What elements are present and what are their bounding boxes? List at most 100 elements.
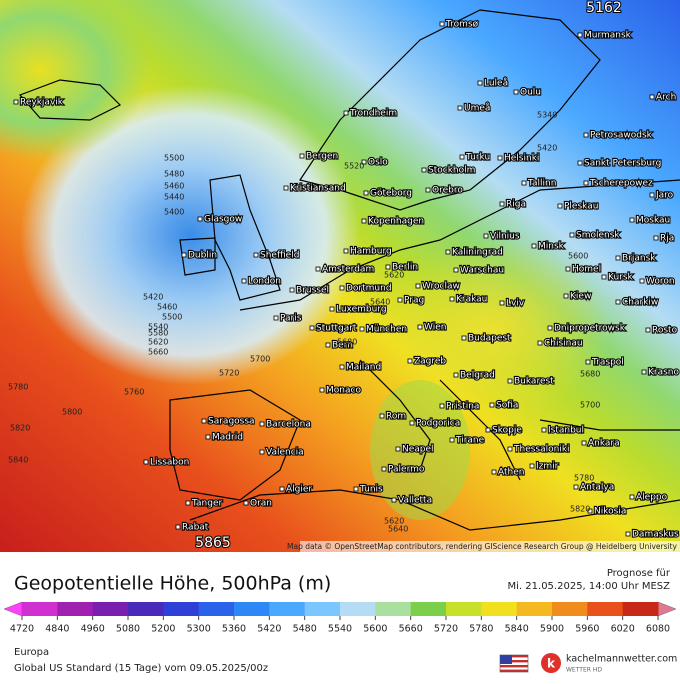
city-label: Nikosia bbox=[594, 507, 626, 517]
contour-label: 5600 bbox=[568, 252, 588, 261]
city-marker bbox=[259, 449, 265, 455]
city-marker bbox=[175, 524, 181, 530]
city-label: Dortmund bbox=[346, 284, 392, 294]
city-label: Rabat bbox=[182, 523, 209, 533]
city-label: Murmansk bbox=[584, 31, 632, 41]
city-marker bbox=[449, 296, 455, 302]
city-marker bbox=[499, 201, 505, 207]
city-label: Göteborg bbox=[370, 189, 412, 199]
city-marker bbox=[363, 190, 369, 196]
city-marker bbox=[289, 287, 295, 293]
city-marker bbox=[353, 486, 359, 492]
city-marker bbox=[569, 232, 575, 238]
city-label: Tallinn bbox=[527, 179, 556, 189]
city-marker bbox=[581, 440, 587, 446]
city-marker bbox=[507, 378, 513, 384]
city-marker bbox=[143, 459, 149, 465]
logo bbox=[541, 653, 561, 673]
city-label: Homel bbox=[572, 265, 601, 275]
contour-label: 5420 bbox=[143, 293, 163, 302]
city-marker bbox=[449, 437, 455, 443]
colorbar-tick-label: 6020 bbox=[611, 624, 635, 635]
brand-sub: WETTER HD bbox=[566, 667, 602, 674]
city-marker bbox=[453, 267, 459, 273]
city-label: Ankara bbox=[588, 439, 620, 449]
colorbar-tick-label: 5900 bbox=[540, 624, 564, 635]
city-label: Tunis bbox=[359, 485, 383, 495]
contour-label: 5460 bbox=[164, 182, 184, 191]
city-label: Podgorica bbox=[416, 419, 460, 429]
colorbar-segment bbox=[198, 602, 235, 616]
city-label: Helsinki bbox=[504, 154, 539, 164]
city-marker bbox=[339, 364, 345, 370]
city-marker bbox=[537, 340, 543, 346]
city-marker bbox=[573, 484, 579, 490]
city-label: Berlin bbox=[392, 263, 418, 273]
colorbar: 4720 4840 4960 5080 5200 5300 5360 5420 5480 5540… bbox=[3, 601, 677, 635]
colorbar-segment bbox=[304, 602, 341, 616]
city-label: Woron bbox=[646, 277, 675, 287]
city-marker bbox=[241, 278, 247, 284]
colorbar-segment bbox=[22, 602, 58, 616]
city-label: Riga bbox=[506, 200, 526, 210]
colorbar-arrow-right bbox=[657, 601, 677, 617]
contour-label: 5700 bbox=[250, 355, 270, 364]
city-marker bbox=[319, 387, 325, 393]
colorbar-segment bbox=[446, 602, 482, 616]
city-marker bbox=[645, 327, 651, 333]
city-marker bbox=[445, 249, 451, 255]
city-label: Orebro bbox=[432, 186, 463, 196]
city-marker bbox=[379, 413, 385, 419]
city-label: Pristina bbox=[446, 402, 479, 412]
city-marker bbox=[243, 500, 249, 506]
city-marker bbox=[409, 420, 415, 426]
city-label: Istanbul bbox=[548, 426, 584, 436]
city-label: Oslo bbox=[368, 158, 388, 168]
city-label: Smolensk bbox=[576, 231, 620, 241]
city-marker bbox=[273, 315, 279, 321]
city-label: Stockholm bbox=[428, 166, 475, 176]
city-label: Dnipropetrowsk bbox=[554, 324, 626, 334]
colorbar-tick-label: 4960 bbox=[81, 624, 105, 635]
contour-label: 5640 bbox=[370, 298, 390, 307]
city-label: Charkiw bbox=[622, 298, 658, 308]
contour-label: 5540 bbox=[148, 323, 168, 332]
city-marker bbox=[439, 403, 445, 409]
city-marker bbox=[201, 418, 207, 424]
city-marker bbox=[181, 252, 187, 258]
colorbar-tick-label: 4720 bbox=[10, 624, 34, 635]
city-marker bbox=[415, 283, 421, 289]
colorbar-segment bbox=[128, 602, 164, 616]
contour-label: 5760 bbox=[124, 388, 144, 397]
city-marker bbox=[13, 99, 19, 105]
city-marker bbox=[615, 299, 621, 305]
city-marker bbox=[483, 233, 489, 239]
city-marker bbox=[329, 306, 335, 312]
city-label: Trondheim bbox=[349, 109, 397, 119]
city-label: Neapel bbox=[402, 445, 434, 455]
city-marker bbox=[641, 369, 647, 375]
city-label: Wroclaw bbox=[422, 282, 460, 292]
coastlines bbox=[18, 9, 680, 531]
city-label: Lviv bbox=[506, 299, 525, 309]
city-marker bbox=[529, 463, 535, 469]
city-label: Wien bbox=[424, 323, 446, 333]
city-label: Kursk bbox=[608, 273, 634, 283]
colorbar-tick-label: 5780 bbox=[469, 624, 493, 635]
green-area bbox=[0, 0, 150, 160]
brand: kachelmannwetter.com bbox=[566, 654, 677, 665]
city-label: Brussel bbox=[296, 286, 329, 296]
contour-label: 5820 bbox=[10, 424, 30, 433]
city-label: Saragossa bbox=[208, 417, 255, 427]
city-label: Aleppo bbox=[636, 493, 668, 503]
city-marker bbox=[395, 446, 401, 452]
city-label: Warschau bbox=[460, 266, 504, 276]
contour-label: 5460 bbox=[157, 303, 177, 312]
city-label: Turku bbox=[465, 153, 490, 163]
colorbar-segment bbox=[587, 602, 624, 616]
contour-label: 5440 bbox=[164, 193, 184, 202]
colorbar-tick-label: 5200 bbox=[151, 624, 175, 635]
city-label: Budapest bbox=[468, 334, 511, 344]
city-marker bbox=[361, 159, 367, 165]
